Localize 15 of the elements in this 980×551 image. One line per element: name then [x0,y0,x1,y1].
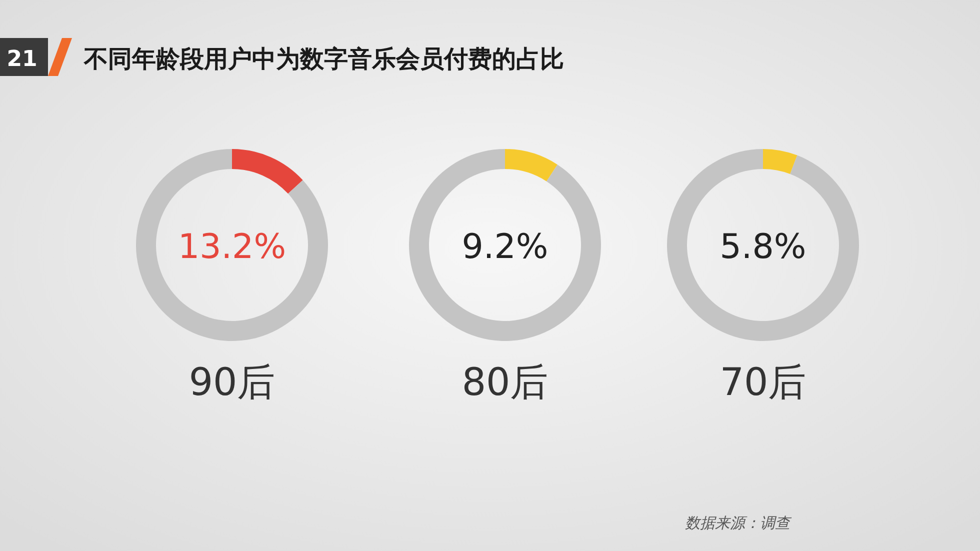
text: 21 [6,47,38,72]
text: 90后 [188,360,276,404]
text: 不同年龄段用户中为数字音乐会员付费的占比 [83,45,564,73]
source-note: 数据来源：调查 [685,514,792,532]
text: 9.2% [462,227,548,267]
donut-slice [763,149,798,174]
donut-slice [232,149,303,194]
text: 80后 [462,360,548,404]
donut-slice [667,149,859,341]
donut-slice [136,149,328,341]
donut-slice [505,149,558,182]
donut-slice [409,149,601,341]
text: 13.2% [178,227,286,267]
text: 5.8% [720,227,806,267]
text: 70后 [720,360,806,404]
